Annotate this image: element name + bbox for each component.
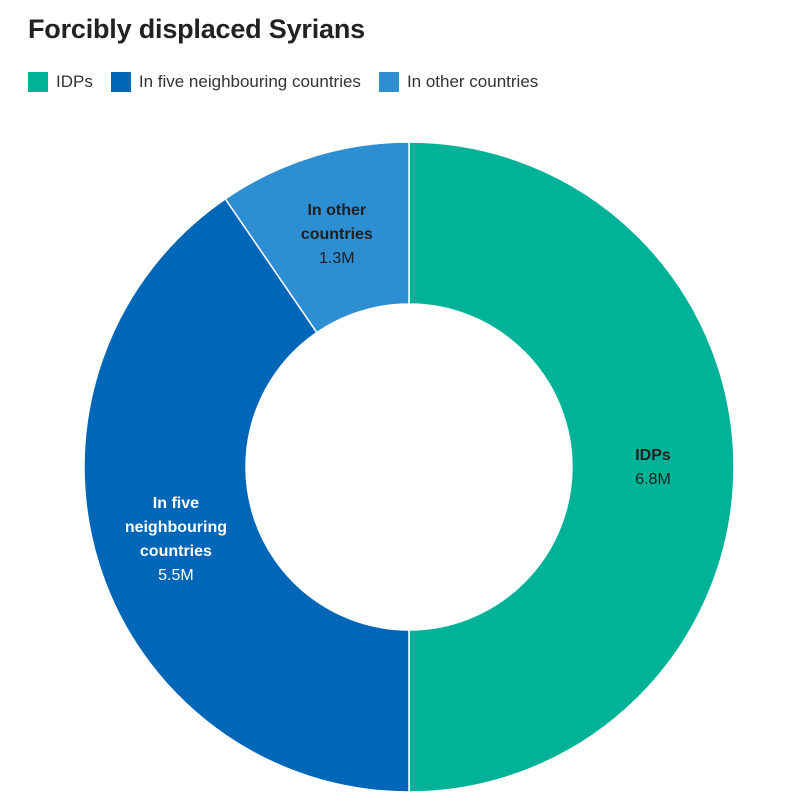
legend-item-other: In other countries [378, 72, 539, 92]
legend-item-neighbouring: In five neighbouring countries [110, 72, 361, 92]
legend-label-neighbouring: In five neighbouring countries [138, 72, 361, 91]
slice-category-label: In five [153, 495, 199, 512]
slice-value-label: 6.8M [635, 471, 671, 488]
donut-slice-idps [408, 141, 735, 793]
slice-label-idps: IDPs 6.8M [635, 447, 671, 488]
legend-swatch-neighbouring [110, 72, 131, 92]
legend-swatch-other [378, 72, 399, 92]
slice-value-label: 1.3M [319, 250, 355, 267]
slice-label-in-five-neighbouring-countries: In five neighbouring countries 5.5M [125, 495, 227, 584]
slice-category-label: IDPs [635, 447, 671, 464]
donut-slice-in-other-countries [224, 141, 410, 334]
slice-value-label: 5.5M [158, 567, 194, 584]
donut-slice-in-five-neighbouring-countries [83, 197, 410, 793]
chart-legend: IDPs In five neighbouring countries In o… [28, 72, 556, 92]
chart-title: Forcibly displaced Syrians [28, 14, 365, 44]
slice-category-label: countries [301, 226, 373, 243]
legend-item-idps: IDPs [28, 72, 93, 92]
slice-category-label: countries [140, 543, 212, 560]
legend-swatch-idps [28, 72, 48, 92]
slice-category-label: neighbouring [125, 519, 227, 536]
slice-category-label: In other [307, 202, 366, 219]
legend-label-idps: IDPs [56, 72, 93, 91]
legend-label-other: In other countries [406, 72, 539, 91]
slice-label-in-other-countries: In other countries 1.3M [301, 202, 373, 267]
